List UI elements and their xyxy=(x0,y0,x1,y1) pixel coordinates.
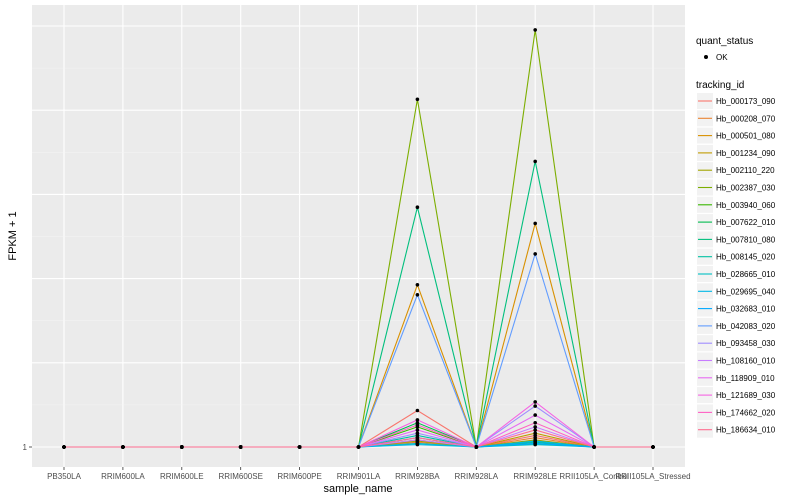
data-point xyxy=(533,404,537,408)
x-tick-label: RRIM901LA xyxy=(337,472,381,481)
x-tick-label: RRIM600SE xyxy=(218,472,262,481)
data-point xyxy=(592,445,596,449)
data-points xyxy=(62,28,655,449)
legend-item-label: Hb_001234_090 xyxy=(716,149,776,158)
x-tick-label: RRIM600LE xyxy=(160,472,204,481)
x-tick-label: RRIM928BA xyxy=(395,472,440,481)
data-point xyxy=(121,445,125,449)
legend-item-label: Hb_000208_070 xyxy=(716,114,776,123)
legend-point-key xyxy=(704,55,708,59)
data-point xyxy=(297,445,302,449)
x-tick-label: PB350LA xyxy=(47,472,81,481)
data-point xyxy=(62,445,66,449)
legend-item-label: Hb_000501_080 xyxy=(716,132,776,141)
legend-point-label: OK xyxy=(716,53,728,62)
data-point xyxy=(533,421,537,425)
x-tick-label: RRIM928LA xyxy=(455,472,499,481)
data-point xyxy=(533,441,537,446)
legend-item-label: Hb_174662_020 xyxy=(716,408,776,417)
data-point xyxy=(533,159,537,164)
x-tick-label: RRII105LA_Control xyxy=(559,472,629,481)
legend-line-title: tracking_id xyxy=(696,80,744,91)
legend-item-label: Hb_186634_010 xyxy=(716,426,776,435)
data-point xyxy=(415,408,420,413)
data-point xyxy=(180,445,184,449)
x-axis-title: sample_name xyxy=(323,483,392,495)
x-tick-label: RRIM600PE xyxy=(277,472,321,481)
legend-point-title: quant_status xyxy=(696,36,753,47)
legend-item-label: Hb_028665_010 xyxy=(716,270,776,279)
data-point xyxy=(415,205,420,209)
data-point xyxy=(356,445,361,449)
data-point xyxy=(238,445,243,449)
legend-item-label: Hb_118909_010 xyxy=(716,374,775,383)
data-point xyxy=(474,445,479,449)
data-point xyxy=(415,431,420,436)
legend-item-label: Hb_042083_020 xyxy=(716,322,776,331)
legend-item-label: Hb_032683_010 xyxy=(716,305,776,314)
data-point xyxy=(415,423,420,427)
data-point xyxy=(415,442,420,447)
legend: quant_status OK tracking_id Hb_000173_09… xyxy=(696,36,776,438)
legend-line-items: Hb_000173_090 Hb_000208_070 Hb_000501_080 H… xyxy=(697,93,776,438)
data-point xyxy=(415,418,420,422)
y-axis-title: FPKM + 1 xyxy=(7,211,19,260)
data-point xyxy=(533,400,537,404)
legend-item-label: Hb_007622_010 xyxy=(716,218,776,227)
legend-item-label: Hb_008145_020 xyxy=(716,253,776,262)
data-point xyxy=(415,283,420,287)
y-axis-ticks: 1 xyxy=(23,443,32,452)
data-point xyxy=(415,293,420,297)
data-point xyxy=(533,413,537,417)
legend-item-label: Hb_000173_090 xyxy=(716,97,776,106)
legend-item-label: Hb_121689_030 xyxy=(716,391,776,400)
data-point xyxy=(651,445,655,449)
data-point xyxy=(415,435,420,440)
data-point xyxy=(415,97,420,102)
x-axis-ticks: PB350LA RRIM600LA RRIM600LE RRIM600SE RRIM60… xyxy=(47,467,691,481)
legend-item-label: Hb_002387_030 xyxy=(716,184,776,193)
legend-item-label: Hb_003940_060 xyxy=(716,201,776,210)
grid-lines xyxy=(32,5,685,467)
legend-item-label: Hb_108160_010 xyxy=(716,357,776,366)
legend-item-label: Hb_093458_030 xyxy=(716,339,776,348)
data-point xyxy=(533,252,537,256)
data-point xyxy=(533,425,537,429)
data-point xyxy=(533,28,537,32)
legend-item-label: Hb_029695_040 xyxy=(716,287,776,296)
x-tick-label: RRII105LA_Stressed xyxy=(615,472,690,481)
x-tick-label: RRIM928LE xyxy=(513,472,557,481)
data-point xyxy=(533,221,537,226)
x-tick-label: RRIM600LA xyxy=(101,472,145,481)
data-point xyxy=(533,428,537,432)
legend-item-label: Hb_002110_220 xyxy=(716,166,775,175)
data-point xyxy=(533,431,537,436)
legend-item-label: Hb_007810_080 xyxy=(716,235,776,244)
data-point xyxy=(415,428,420,432)
y-tick-label: 1 xyxy=(23,443,28,452)
